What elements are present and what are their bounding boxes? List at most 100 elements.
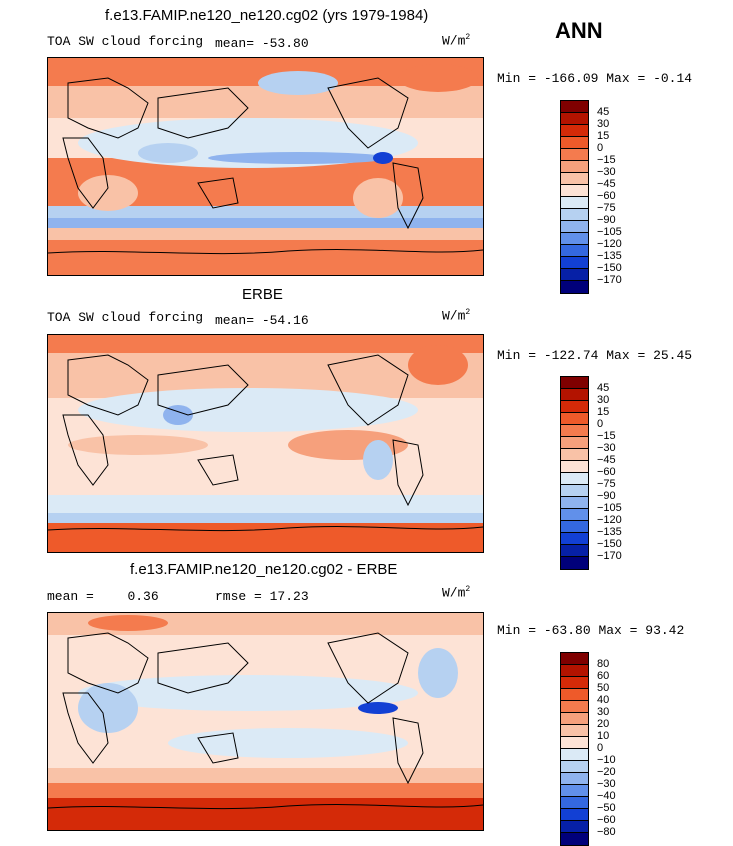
colorbar-swatch [561, 773, 588, 785]
panel-3-map-plot [48, 613, 483, 830]
panel-3-units: W/m2 [442, 585, 470, 600]
panel-1-map-plot [48, 58, 483, 275]
colorbar-level-label: 30 [597, 118, 610, 130]
colorbar-level-label: 45 [597, 106, 610, 118]
colorbar-level-label: −75 [597, 202, 616, 214]
colorbar-swatch [561, 725, 588, 737]
colorbar-swatch [561, 233, 588, 245]
panel-3-max-value: 93.42 [645, 623, 685, 638]
colorbar-swatch [561, 101, 588, 113]
panel-1-colorbar [560, 100, 589, 294]
panel-3-stats: Min = -63.80 Max = 93.42 [497, 623, 684, 638]
colorbar-swatch [561, 437, 588, 449]
colorbar-level-label: 40 [597, 694, 610, 706]
colorbar-swatch [561, 557, 588, 569]
panel-1-units-text: W/m [442, 33, 466, 49]
colorbar-level-label: 10 [597, 730, 610, 742]
colorbar-level-label: 80 [597, 658, 610, 670]
panel-3-max-label: Max = [598, 623, 638, 638]
colorbar-level-label: −15 [597, 154, 616, 166]
panel-3-rmse-value: 17.23 [269, 589, 309, 604]
colorbar-swatch [561, 221, 588, 233]
panel-1-min-value: -166.09 [543, 71, 599, 86]
colorbar-swatch [561, 173, 588, 185]
panel-3-units-text: W/m [442, 585, 466, 601]
colorbar-swatch [561, 161, 588, 173]
colorbar-level-label: −120 [597, 238, 622, 250]
colorbar-swatch [561, 689, 588, 701]
colorbar-swatch [561, 497, 588, 509]
colorbar-level-label: −150 [597, 538, 622, 550]
panel-1-mean-label: mean= [215, 36, 255, 51]
panel-3-min-value: -63.80 [543, 623, 591, 638]
colorbar-swatch [561, 797, 588, 809]
colorbar-level-label: −170 [597, 550, 622, 562]
colorbar-level-label: −60 [597, 190, 616, 202]
colorbar-swatch [561, 833, 588, 845]
colorbar-level-label: −60 [597, 814, 616, 826]
colorbar-swatch [561, 389, 588, 401]
colorbar-swatch [561, 185, 588, 197]
colorbar-swatch [561, 653, 588, 665]
colorbar-swatch [561, 713, 588, 725]
colorbar-swatch [561, 785, 588, 797]
colorbar-swatch [561, 485, 588, 497]
colorbar-swatch [561, 125, 588, 137]
colorbar-level-label: −105 [597, 226, 622, 238]
colorbar-swatch [561, 461, 588, 473]
panel-2-mean-value: -54.16 [261, 313, 309, 328]
colorbar-level-label: 0 [597, 142, 604, 154]
colorbar-level-label: 15 [597, 406, 610, 418]
colorbar-level-label: 20 [597, 718, 610, 730]
colorbar-level-label: 0 [597, 742, 604, 754]
panel-3-rmse: rmse = 17.23 [215, 589, 309, 604]
panel-1-variable: TOA SW cloud forcing [47, 34, 204, 49]
colorbar-level-label: −30 [597, 442, 616, 454]
colorbar-level-label: −120 [597, 514, 622, 526]
colorbar-level-label: 60 [597, 670, 610, 682]
colorbar-swatch [561, 449, 588, 461]
panel-1-max-value: -0.14 [653, 71, 693, 86]
panel-3-rmse-label: rmse = [215, 589, 262, 604]
panel-2-min-label: Min = [497, 348, 537, 363]
colorbar-swatch [561, 257, 588, 269]
panel-2-map-plot [48, 335, 483, 552]
colorbar-swatch [561, 137, 588, 149]
colorbar-level-label: −45 [597, 454, 616, 466]
colorbar-swatch [561, 701, 588, 713]
panel-1-stats: Min = -166.09 Max = -0.14 [497, 71, 692, 86]
colorbar-level-label: 50 [597, 682, 610, 694]
colorbar-swatch [561, 677, 588, 689]
colorbar-level-label: 30 [597, 706, 610, 718]
panel-3-mean: mean = 0.36 [47, 589, 159, 604]
colorbar-swatch [561, 509, 588, 521]
panel-2-variable: TOA SW cloud forcing [47, 310, 204, 325]
colorbar-swatch [561, 473, 588, 485]
panel-3-min-label: Min = [497, 623, 537, 638]
panel-1-map [47, 57, 484, 276]
colorbar-level-label: −135 [597, 250, 622, 262]
season-label: ANN [555, 18, 603, 43]
colorbar-swatch [561, 197, 588, 209]
panel-1-units-exp: 2 [465, 33, 471, 42]
panel-2-stats: Min = -122.74 Max = 25.45 [497, 348, 692, 363]
colorbar-swatch [561, 809, 588, 821]
colorbar-level-label: −45 [597, 178, 616, 190]
colorbar-level-label: 0 [597, 418, 604, 430]
panel-2-units-exp: 2 [465, 308, 471, 317]
panel-1-units: W/m2 [442, 33, 470, 48]
colorbar-swatch [561, 425, 588, 437]
colorbar-swatch [561, 401, 588, 413]
colorbar-swatch [561, 281, 588, 293]
colorbar-level-label: −40 [597, 790, 616, 802]
panel-2-units: W/m2 [442, 308, 470, 323]
panel-2-units-text: W/m [442, 308, 466, 324]
panel-2-max-label: Max = [606, 348, 646, 363]
colorbar-level-label: −105 [597, 502, 622, 514]
colorbar-swatch [561, 413, 588, 425]
panel-3-units-exp: 2 [465, 585, 471, 594]
panel-1-mean: mean= -53.80 [215, 36, 309, 51]
panel-2-min-value: -122.74 [543, 348, 599, 363]
colorbar-level-label: −135 [597, 526, 622, 538]
colorbar-level-label: 45 [597, 382, 610, 394]
